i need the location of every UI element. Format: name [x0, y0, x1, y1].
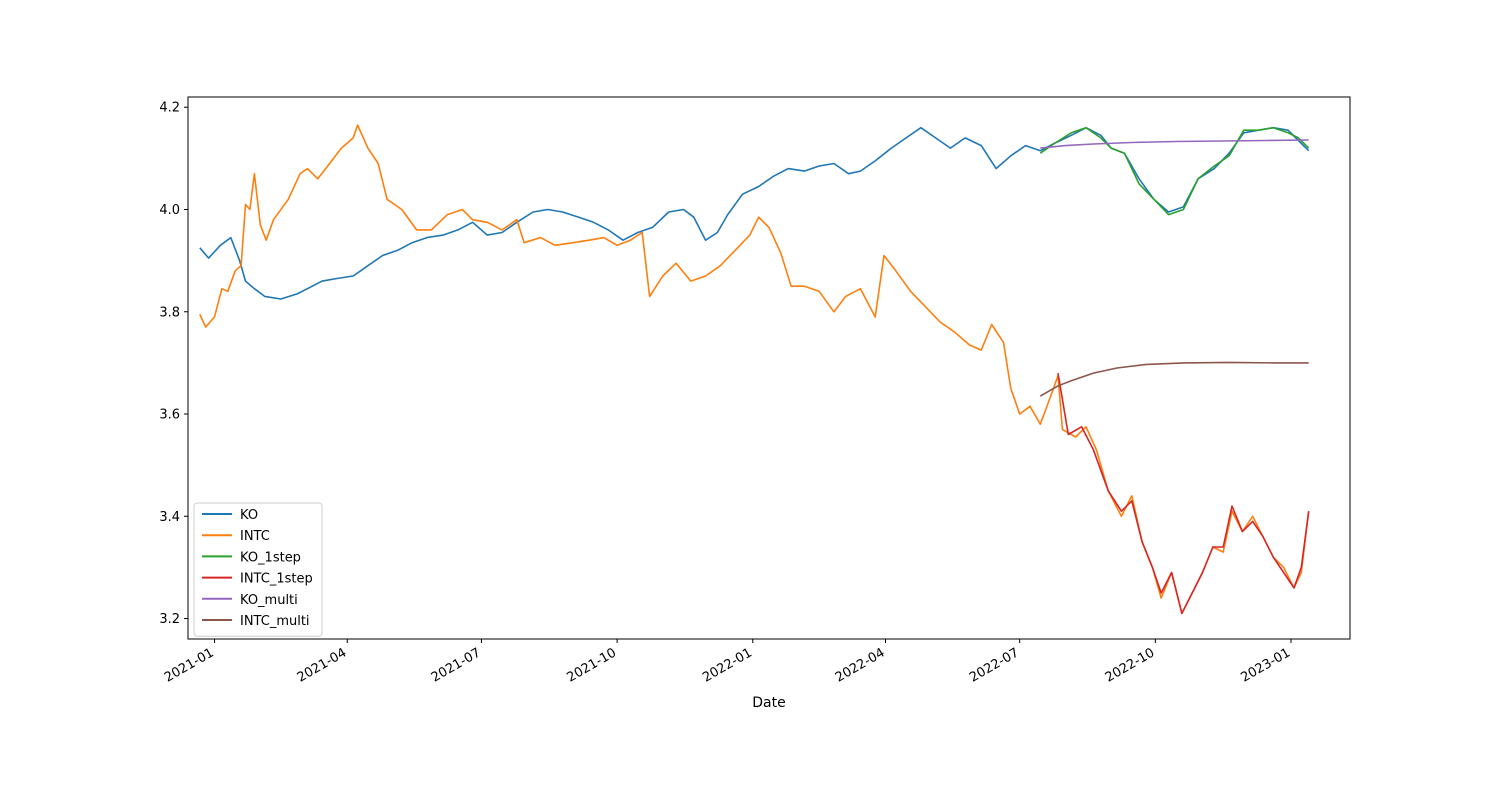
- series-line-ko-multi: [1040, 139, 1309, 149]
- legend-label-ko: KO: [240, 508, 258, 523]
- y-tick-label: 3.2: [159, 612, 180, 627]
- legend-label-intc: INTC: [240, 529, 270, 544]
- legend-label-ko-1step: KO_1step: [240, 550, 301, 565]
- series-line-ko-1step: [1039, 126, 1310, 216]
- series-layer: [199, 124, 1310, 615]
- plot-frame: [187, 96, 1351, 640]
- y-tick-label: 4.2: [159, 101, 180, 116]
- x-axis-label: Date: [752, 695, 785, 711]
- legend-label-intc-multi: INTC_multi: [240, 614, 310, 629]
- legend-label-intc-1step: INTC_1step: [240, 572, 313, 587]
- y-tick-label: 3.6: [159, 408, 180, 423]
- y-axis: 3.2 3.4 3.6 3.8 4.0 4.2: [159, 101, 188, 627]
- series-line-intc-multi: [1039, 361, 1309, 397]
- legend-label-ko-multi: KO_multi: [240, 593, 298, 608]
- y-tick-label: 3.8: [159, 305, 180, 320]
- legend-box: [193, 502, 323, 637]
- y-tick-label: 3.4: [159, 510, 180, 525]
- y-tick-label: 4.0: [159, 203, 180, 218]
- series-line-intc-1step: [1057, 372, 1310, 615]
- legend: KO INTC KO_1step INTC_1step KO_multi INTC_mul…: [193, 502, 323, 637]
